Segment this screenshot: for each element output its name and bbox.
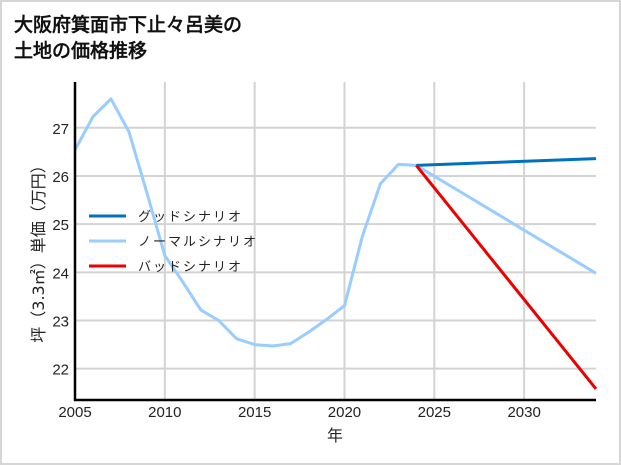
y-tick-label: 25 — [52, 217, 69, 234]
legend-label: バッドシナリオ — [138, 260, 243, 275]
gridlines — [75, 82, 596, 400]
series-line — [416, 157, 597, 167]
x-tick-label: 2020 — [328, 404, 361, 421]
x-tick-label: 2015 — [238, 404, 271, 421]
x-tick-label: 2010 — [148, 404, 181, 421]
y-tick-label: 23 — [52, 314, 69, 331]
x-tick-label: 2025 — [418, 404, 451, 421]
y-axis-label: 坪（3.3㎡）単価（万円） — [29, 157, 48, 342]
y-tick-label: 26 — [52, 169, 69, 186]
y-tick-label: 27 — [52, 121, 69, 138]
legend-label: ノーマルシナリオ — [138, 235, 258, 250]
x-axis-label: 年 — [327, 426, 343, 445]
series-line — [73, 97, 597, 348]
x-tick-label: 2030 — [507, 404, 540, 421]
x-tick-label: 2005 — [58, 404, 91, 421]
axes — [73, 82, 596, 402]
series-lines — [73, 97, 598, 390]
series-line — [415, 164, 598, 390]
tick-labels: 2005 2010 2015 2020 2025 2030 22 23 24 25 26 27 — [52, 121, 541, 421]
y-tick-label: 24 — [52, 265, 69, 282]
chart-title: 大阪府箕面市下止々呂美の 土地の価格推移 — [14, 14, 243, 62]
y-tick-label: 22 — [52, 362, 69, 379]
legend-label: グッドシナリオ — [138, 210, 243, 225]
